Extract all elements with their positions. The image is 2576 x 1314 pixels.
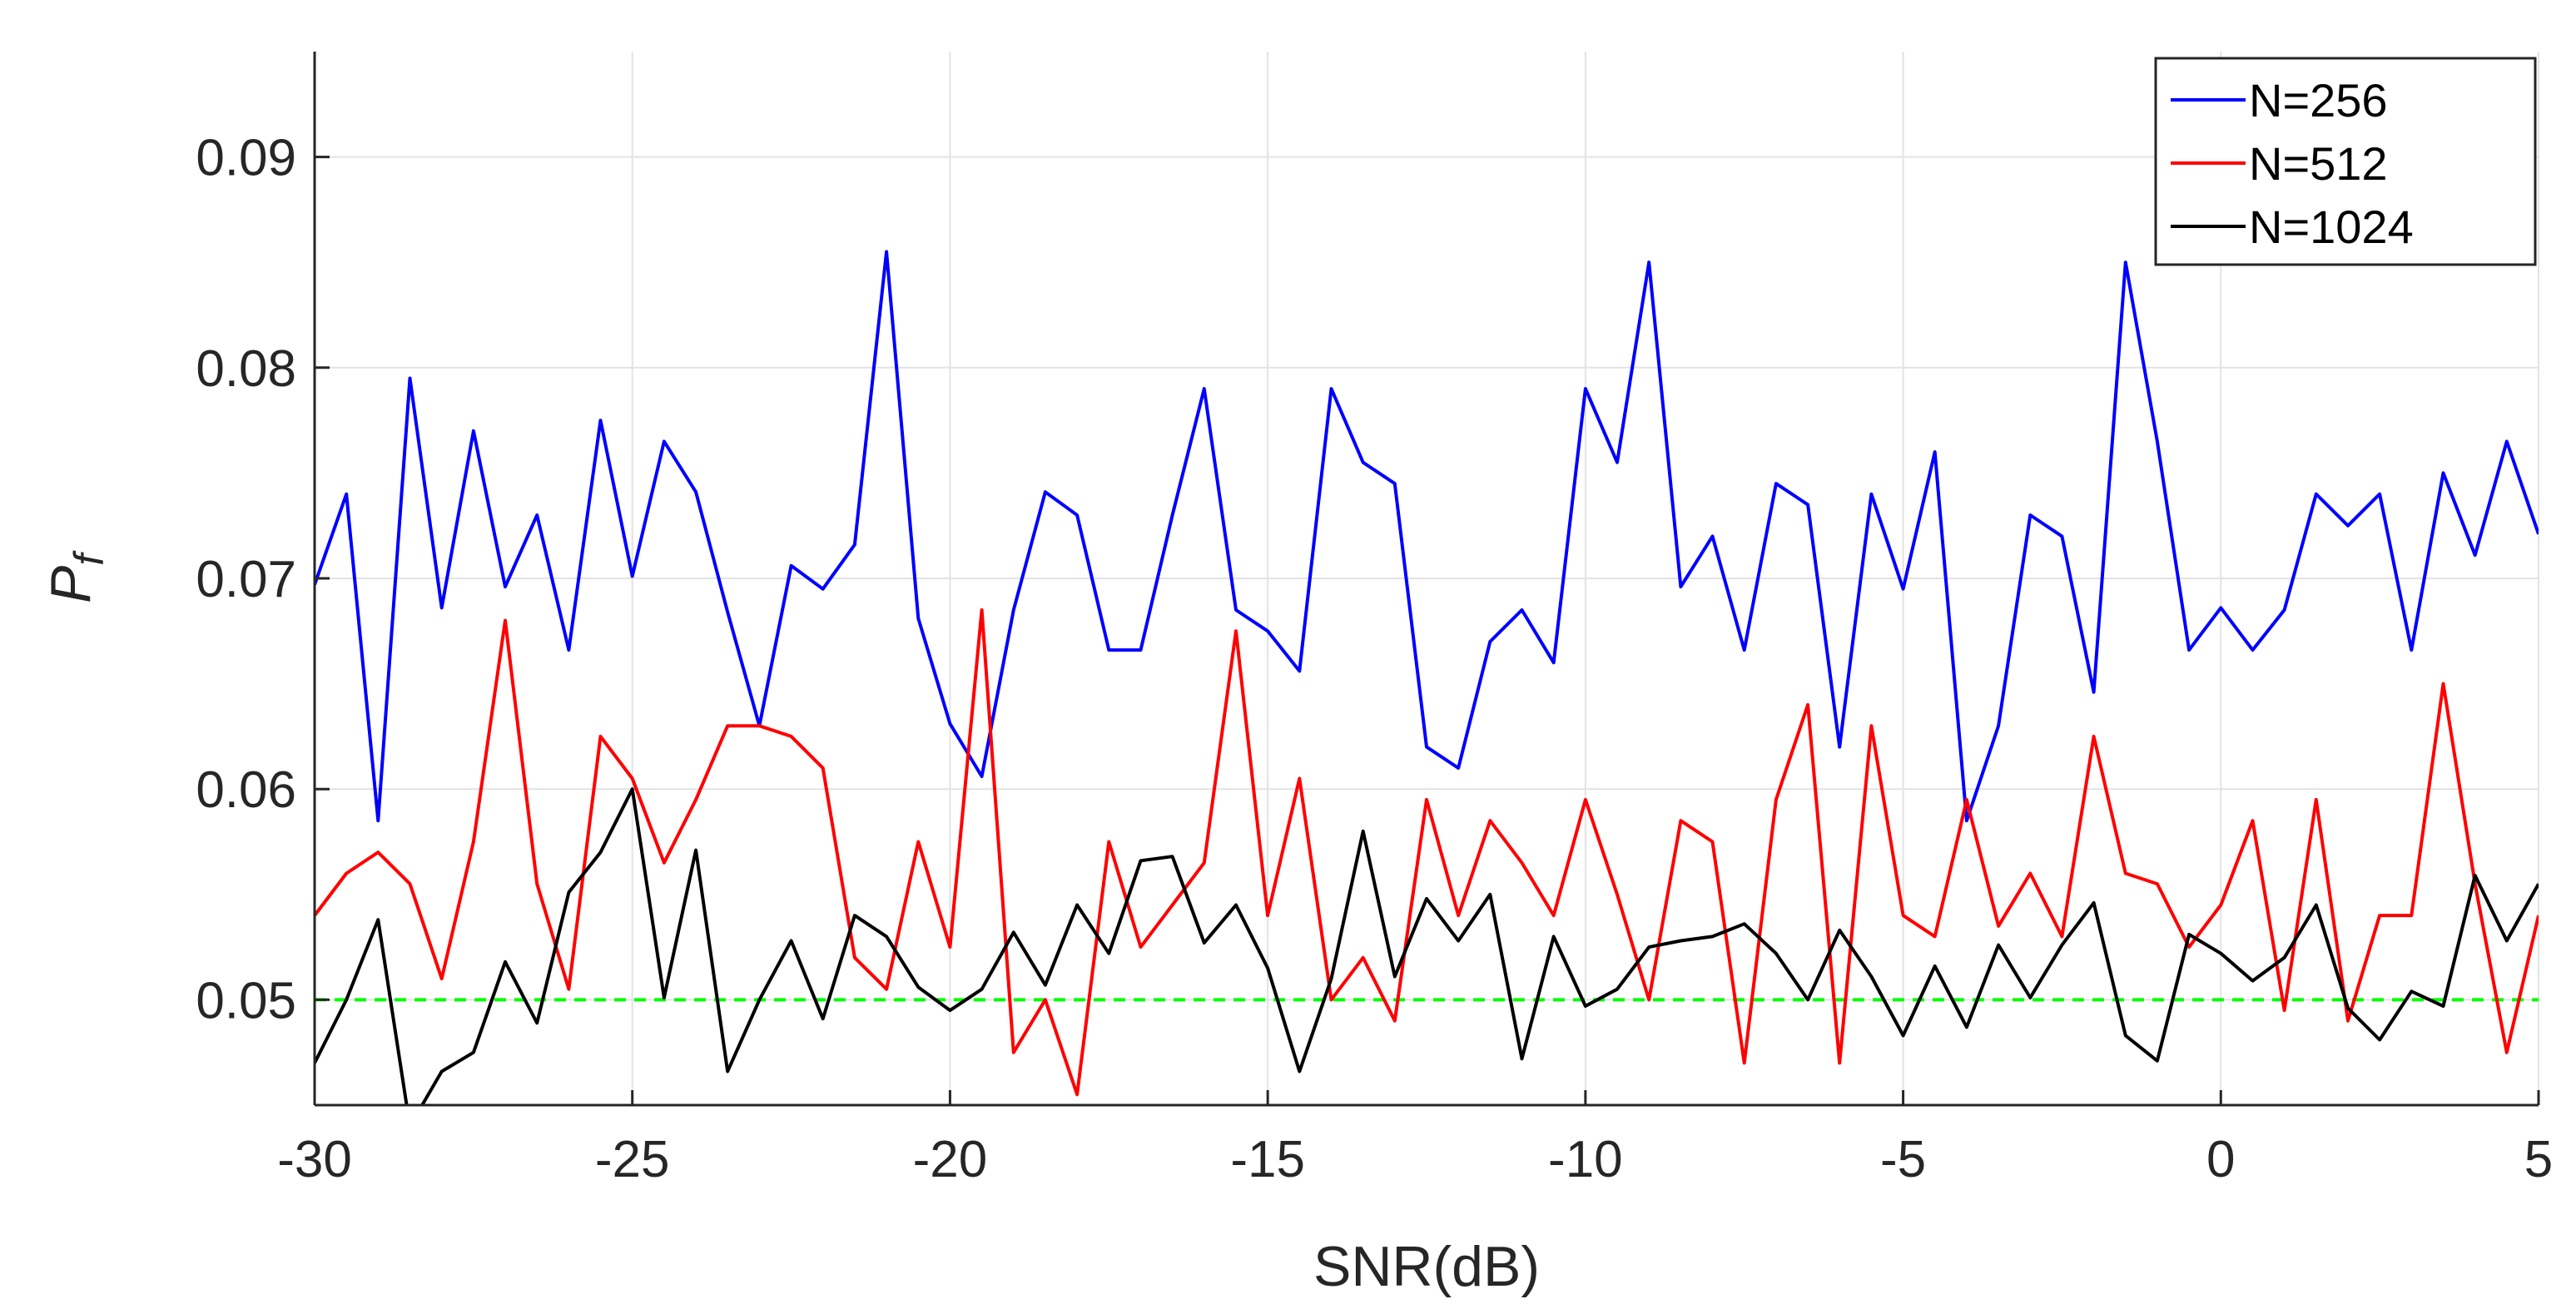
y-axis-label-subscript: f [66,550,112,566]
x-tick-label: 0 [2206,1131,2235,1188]
tick-labels: -30 -25 -20 -15 -10 -5 0 5 0.05 0.06 0.07 0.08 0.09 [196,130,2553,1188]
series-line-n-512 [315,608,2539,1097]
x-axis-label: SNR(dB) [1313,1235,1540,1298]
legend: N=256 N=512 N=1024 [2154,57,2537,266]
x-tick-label: -20 [913,1131,988,1188]
axes [313,52,2540,1107]
y-axis-label-main: P [39,566,102,603]
y-tick-label: 0.09 [196,130,296,187]
x-tick-label: -10 [1548,1131,1623,1188]
y-axis-label: Pf [39,550,112,603]
x-tick-label: -5 [1880,1131,1926,1188]
y-tick-label: 0.07 [196,551,296,608]
x-tick-label: -30 [277,1131,352,1188]
x-tick-label: -15 [1230,1131,1305,1188]
y-tick-label: 0.06 [196,761,296,819]
legend-label-n-1024: N=1024 [2249,201,2414,253]
series-line-n-1024 [315,787,2539,1105]
series-group [315,250,2539,1105]
legend-label-n-512: N=512 [2249,137,2388,190]
series-line-n-256 [315,250,2539,823]
legend-label-n-256: N=256 [2249,74,2388,126]
x-tick-label: 5 [2524,1131,2553,1188]
y-tick-label: 0.05 [196,972,296,1029]
y-tick-label: 0.08 [196,340,296,398]
svg-text:Pf: Pf [39,550,112,603]
x-tick-label: -25 [595,1131,670,1188]
